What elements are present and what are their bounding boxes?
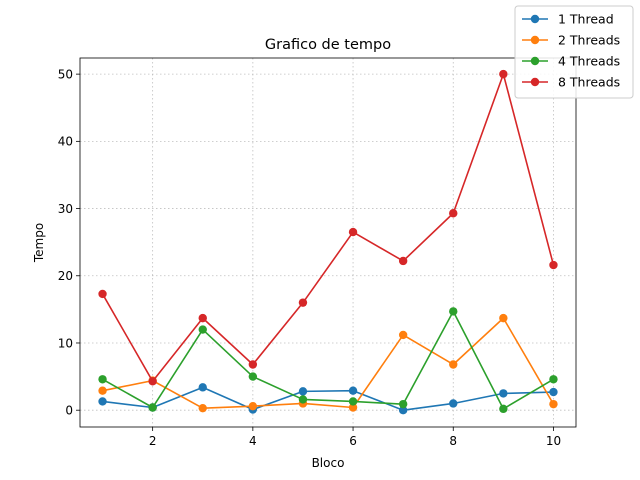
y-tick-label: 30 [58, 202, 73, 216]
data-point [248, 401, 258, 411]
legend-swatch-marker [530, 14, 540, 24]
series-line [101, 73, 555, 383]
data-point [549, 260, 558, 270]
data-point [198, 313, 207, 323]
x-tick-label: 4 [249, 434, 257, 448]
data-point [298, 395, 308, 404]
data-point [449, 399, 458, 408]
y-tick-label: 40 [58, 135, 73, 149]
data-point [499, 389, 508, 398]
legend-label: 2 Threads [558, 33, 620, 48]
data-point [248, 372, 258, 381]
data-point [348, 403, 358, 412]
data-point [398, 399, 408, 409]
data-point [348, 227, 358, 237]
data-point [499, 313, 508, 323]
legend-box [514, 5, 634, 99]
data-point [549, 399, 558, 409]
data-point [98, 375, 107, 384]
legend-swatch-marker [530, 56, 540, 66]
y-tick-label: 20 [58, 269, 73, 283]
plot-series [98, 69, 558, 415]
data-point [499, 404, 508, 414]
series-8-threads [98, 69, 558, 386]
y-tick-label: 10 [58, 336, 73, 350]
series-line [102, 310, 554, 410]
data-point [98, 386, 107, 395]
data-point [148, 403, 157, 412]
series-line [102, 386, 554, 411]
series-line [102, 317, 555, 409]
data-point [549, 375, 558, 384]
data-point [298, 387, 308, 396]
y-tick-label: 50 [58, 67, 73, 81]
x-tick-label: 8 [449, 434, 457, 448]
chart-title: Grafico de tempo [265, 37, 391, 53]
data-point [98, 289, 107, 299]
y-tick-label: 0 [65, 403, 73, 417]
legend-item: 8 Threads [522, 75, 620, 90]
series-4-threads [98, 307, 558, 414]
x-axis-label: Bloco [312, 456, 345, 470]
data-point [449, 360, 458, 369]
data-point [398, 405, 408, 415]
x-tick-label: 6 [349, 434, 357, 448]
legend-swatch-marker [530, 77, 540, 87]
legend-swatch-marker [530, 35, 540, 45]
data-point [98, 397, 107, 406]
data-point [348, 386, 358, 395]
axis-ticks: 2 4 6 8 10 0 10 20 30 40 50 [58, 67, 561, 448]
data-point [198, 403, 207, 413]
data-point [449, 209, 458, 218]
data-point [499, 69, 508, 79]
y-axis-label: Tempo [32, 223, 46, 263]
x-tick-label: 10 [546, 434, 561, 448]
legend-label: 8 Threads [558, 75, 620, 90]
legend-item: 1 Thread [522, 12, 614, 27]
data-point [148, 377, 157, 386]
legend-item: 4 Threads [522, 54, 620, 69]
legend: 1 Thread 2 Threads 4 Threads 8 Threads [514, 5, 634, 99]
legend-label: 4 Threads [558, 54, 620, 69]
data-point [198, 325, 207, 334]
data-point [398, 256, 408, 266]
legend-label: 1 Thread [558, 12, 614, 27]
data-point [398, 330, 408, 340]
legend-item: 2 Threads [522, 33, 620, 48]
plot-frame [79, 57, 577, 428]
data-point [449, 307, 458, 316]
data-point [198, 383, 207, 392]
x-tick-label: 2 [149, 434, 157, 448]
grid [80, 58, 576, 427]
data-point [549, 387, 558, 397]
data-point [248, 360, 258, 369]
data-point [298, 298, 308, 307]
data-point [348, 397, 358, 406]
